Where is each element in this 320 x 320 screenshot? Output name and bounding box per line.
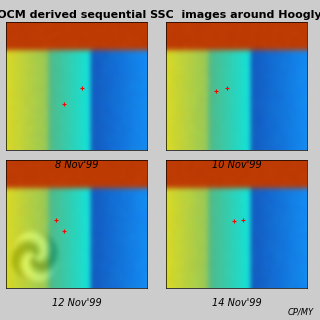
Text: IRS P4 OCM derived sequential SSC  images around Hoogly-Ganga: IRS P4 OCM derived sequential SSC images… bbox=[0, 10, 320, 20]
Text: 12 Nov'99: 12 Nov'99 bbox=[52, 298, 102, 308]
Text: 8 Nov'99: 8 Nov'99 bbox=[55, 160, 99, 170]
Text: 10 Nov'99: 10 Nov'99 bbox=[212, 160, 262, 170]
Text: 14 Nov'99: 14 Nov'99 bbox=[212, 298, 262, 308]
Text: CP/MY: CP/MY bbox=[287, 308, 314, 317]
